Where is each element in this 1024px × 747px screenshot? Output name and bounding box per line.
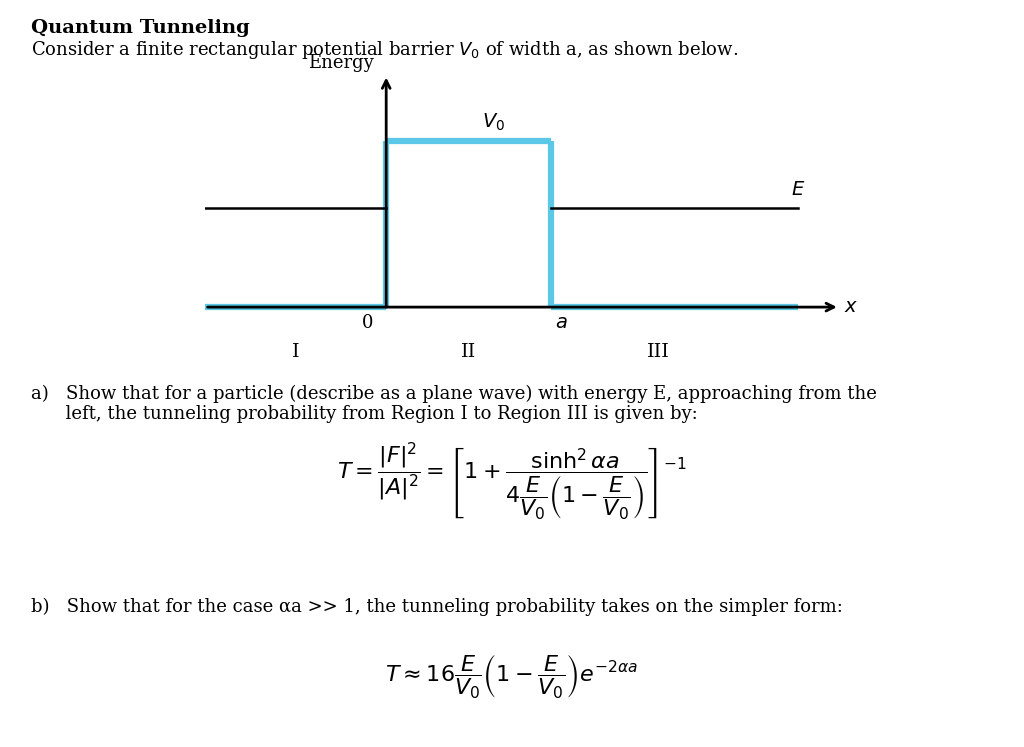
Text: $x$: $x$: [844, 298, 858, 316]
Text: $T = \dfrac{|F|^2}{|A|^2} = \left[ 1 + \dfrac{\sinh^2 \alpha a}{4\dfrac{E}{V_0}\: $T = \dfrac{|F|^2}{|A|^2} = \left[ 1 + \…: [337, 441, 687, 523]
Text: I: I: [292, 343, 299, 361]
Text: Energy: Energy: [308, 54, 374, 72]
Text: $E$: $E$: [792, 182, 806, 199]
Text: Consider a finite rectangular potential barrier $V_0$ of width a, as shown below: Consider a finite rectangular potential …: [31, 39, 738, 61]
Text: II: II: [461, 343, 476, 361]
Text: Quantum Tunneling: Quantum Tunneling: [31, 19, 250, 37]
Text: $T \approx 16\dfrac{E}{V_0}\left(1 - \dfrac{E}{V_0}\right)e^{-2\alpha a}$: $T \approx 16\dfrac{E}{V_0}\left(1 - \df…: [385, 652, 639, 700]
Text: $V_0$: $V_0$: [482, 111, 505, 133]
Text: a)   Show that for a particle (describe as a plane wave) with energy E, approach: a) Show that for a particle (describe as…: [31, 385, 877, 403]
Text: 0: 0: [362, 314, 374, 332]
Text: III: III: [647, 343, 670, 361]
Text: left, the tunneling probability from Region I to Region III is given by:: left, the tunneling probability from Reg…: [31, 405, 697, 423]
Text: $a$: $a$: [555, 314, 568, 332]
Text: b)   Show that for the case αa >> 1, the tunneling probability takes on the simp: b) Show that for the case αa >> 1, the t…: [31, 598, 843, 616]
